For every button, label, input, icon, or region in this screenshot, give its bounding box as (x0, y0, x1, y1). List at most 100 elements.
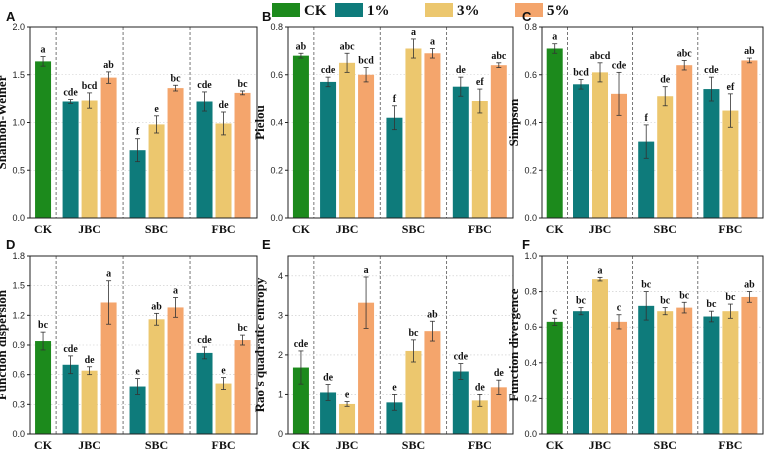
bar-SBC-3% (148, 319, 165, 434)
significance-label: de (660, 75, 671, 86)
significance-label: cde (454, 352, 469, 363)
y-tick-label: 2.0 (12, 22, 25, 32)
panel-letter: B (262, 9, 271, 24)
bar-FBC-3% (722, 110, 739, 218)
y-tick-label: 0.5 (12, 165, 25, 175)
bar-JBC-5% (611, 321, 628, 434)
category-label: FBC (718, 438, 742, 449)
bar-FBC-5% (234, 340, 251, 434)
bar-SBC-3% (405, 350, 422, 434)
category-label: CK (546, 222, 565, 236)
significance-label: de (475, 382, 486, 393)
significance-label: ab (296, 41, 307, 52)
significance-label: bcd (82, 81, 98, 92)
y-tick-label: 0.2 (270, 165, 283, 175)
category-label: JBC (78, 222, 101, 236)
category-label: FBC (468, 222, 492, 236)
bar-CK-CK (35, 61, 52, 218)
bar-FBC-3% (215, 383, 232, 434)
bar-FBC-5% (234, 92, 251, 218)
y-axis-label: Pielou (252, 105, 267, 140)
category-label: CK (292, 438, 311, 449)
significance-label: bc (408, 328, 419, 339)
category-label: JBC (336, 438, 359, 449)
y-tick-label: 0.8 (524, 287, 537, 297)
category-label: FBC (468, 438, 492, 449)
y-tick-label: 0.6 (270, 70, 283, 80)
significance-label: bcd (358, 56, 374, 67)
panel-letter: F (522, 237, 530, 252)
significance-label: abcd (590, 51, 611, 62)
bar-CK-CK (35, 341, 52, 434)
y-tick-label: 0.2 (524, 165, 537, 175)
bar-FBC-3% (471, 101, 488, 218)
bar-SBC-1% (386, 402, 403, 434)
significance-label: ef (727, 82, 735, 93)
significance-label: e (221, 366, 226, 377)
legend-label: 3% (457, 3, 480, 19)
panel-letter: E (262, 237, 271, 252)
legend-swatch (515, 3, 543, 17)
bar-JBC-1% (320, 81, 337, 218)
significance-label: a (41, 45, 46, 56)
bar-FBC-1% (452, 371, 469, 434)
bar-FBC-5% (490, 65, 507, 218)
bar-JBC-5% (358, 302, 375, 434)
category-label: SBC (145, 222, 168, 236)
bar-FBC-1% (196, 352, 213, 434)
y-tick-label: 1.2 (12, 310, 25, 320)
category-label: SBC (654, 222, 677, 236)
plot-frame (287, 255, 514, 435)
bar-SBC-5% (167, 88, 184, 219)
significance-label: a (598, 265, 603, 276)
significance-label: de (85, 355, 96, 366)
bar-SBC-1% (638, 141, 655, 218)
y-tick-label: 0.0 (12, 213, 25, 223)
bar-CK-CK (292, 55, 309, 219)
y-tick-label: 1.0 (524, 251, 537, 261)
bar-CK-CK (292, 367, 309, 434)
category-label: CK (292, 222, 311, 236)
significance-label: cde (63, 344, 78, 355)
category-label: JBC (78, 438, 101, 449)
significance-label: bc (171, 73, 182, 84)
significance-label: e (154, 104, 159, 115)
y-tick-label: 0.2 (524, 393, 537, 403)
bar-FBC-1% (703, 316, 720, 434)
bar-FBC-5% (741, 296, 758, 434)
category-label: JBC (336, 222, 359, 236)
bar-SBC-3% (657, 96, 674, 218)
category-label: CK (34, 222, 53, 236)
significance-label: bcd (573, 68, 589, 79)
category-label: FBC (212, 222, 236, 236)
plot-frame (541, 255, 764, 435)
bar-FBC-1% (703, 89, 720, 218)
bar-FBC-5% (490, 387, 507, 434)
panel-D: 0.00.30.60.91.21.51.8bccdedeaeabacdeebcC… (0, 237, 258, 449)
category-label: SBC (402, 438, 425, 449)
bar-JBC-5% (611, 93, 628, 218)
y-axis-label: Rao's quadratic entropy (252, 277, 267, 412)
y-tick-label: 4 (278, 271, 283, 281)
bar-SBC-5% (167, 307, 184, 434)
y-tick-label: 0.0 (12, 429, 25, 439)
significance-label: ef (476, 77, 484, 88)
bar-SBC-5% (676, 307, 693, 434)
significance-label: ab (151, 301, 162, 312)
bar-CK-CK (546, 321, 563, 434)
significance-label: a (411, 27, 416, 38)
bar-JBC-3% (592, 72, 609, 218)
bar-SBC-1% (129, 150, 146, 218)
significance-label: c (552, 306, 557, 317)
bar-JBC-1% (573, 84, 590, 218)
significance-label: de (456, 65, 467, 76)
y-tick-label: 0.8 (270, 22, 283, 32)
bar-JBC-1% (62, 364, 79, 434)
y-axis-label: Simpson (506, 98, 521, 146)
y-axis-label: Shannon-Weiner (0, 75, 9, 169)
y-tick-label: 0 (278, 429, 283, 439)
significance-label: bc (679, 290, 690, 301)
bar-SBC-3% (405, 48, 422, 218)
y-tick-label: 0.0 (524, 213, 537, 223)
